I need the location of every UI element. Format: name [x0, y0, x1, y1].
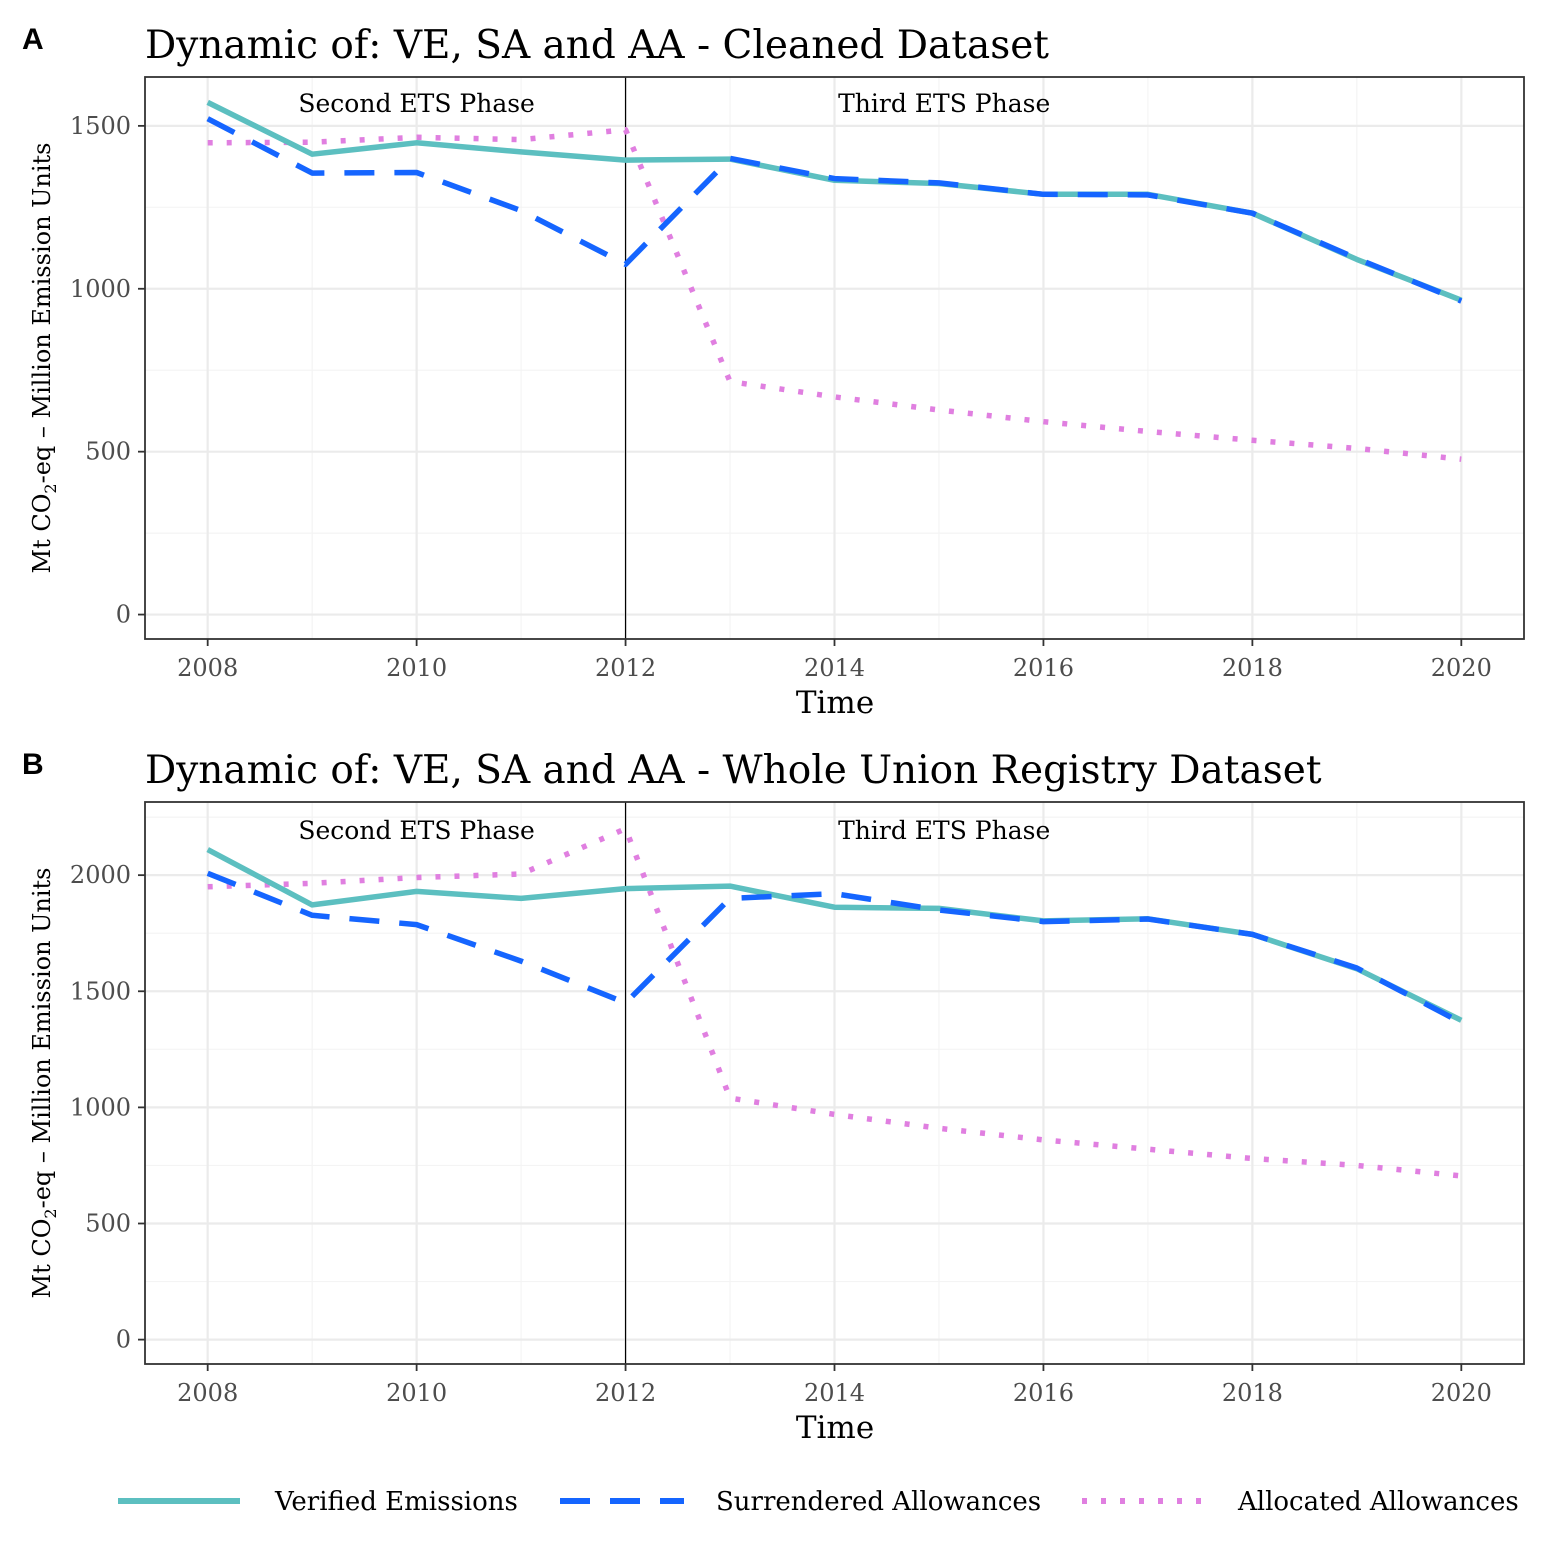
panel-b-x-tick-label: 2020 [1431, 1379, 1492, 1407]
panel-a-series-surrendered [206, 116, 1463, 304]
panel-a-phase-annotation: Second ETS Phase [298, 89, 534, 118]
panel-b-y-axis-label-subscript: 2 [41, 1208, 60, 1218]
legend-label-surrendered: Surrendered Allowances [716, 1487, 1041, 1517]
panel-b-phase-annotation: Third ETS Phase [838, 816, 1050, 845]
panel-b-plot: Second ETS Phase Third ETS Phase 0 500 1000 1… [70, 801, 1525, 1407]
panel-a-y-tick-label: 1500 [70, 112, 131, 140]
panel-b-title: Dynamic of: VE, SA and AA - Whole Union … [145, 748, 1322, 793]
panel-b-y-axis-label: Mt CO2-eq – Million Emission Units [28, 868, 60, 1299]
panel-b-x-tick-label: 2018 [1222, 1379, 1283, 1407]
panel-a-series-allocated [207, 127, 1462, 462]
panel-b-y-tick-label: 2000 [70, 861, 131, 889]
panel-a-x-axis-label: Time [796, 685, 874, 721]
legend-label-allocated: Allocated Allowances [1237, 1487, 1519, 1517]
panel-b-y-tick-label: 0 [116, 1326, 131, 1354]
panel-b-series-surrendered [206, 870, 1463, 1026]
panel-b-label: B [22, 748, 44, 781]
panel-a-y-tick-label: 0 [116, 601, 131, 629]
panel-b-x-axis-label: Time [796, 1410, 874, 1446]
panel-a-y-axis-label: Mt CO2-eq – Million Emission Units [28, 143, 60, 574]
panel-b-x-tick-label: 2008 [177, 1379, 238, 1407]
panel-a-y-axis-label-main: Mt CO [28, 494, 56, 574]
panel-a-x-tick-label: 2020 [1431, 654, 1492, 682]
panel-b-x-tick-label: 2012 [595, 1379, 656, 1407]
panel-a-y-axis-label-rest: -eq – Million Emission Units [28, 143, 56, 484]
panel-a-plot: Second ETS Phase Third ETS Phase 0 500 1000 1… [70, 76, 1525, 682]
panel-b-series-allocated [207, 825, 1462, 1179]
legend-label-verified: Verified Emissions [274, 1487, 518, 1517]
panel-b-phase-annotation: Second ETS Phase [298, 816, 534, 845]
panel-b-y-tick-label: 1500 [70, 977, 131, 1005]
panel-a-title: Dynamic of: VE, SA and AA - Cleaned Data… [145, 23, 1049, 68]
panel-b-x-tick-label: 2016 [1013, 1379, 1074, 1407]
panel-b-y-tick-label: 1000 [70, 1093, 131, 1121]
panel-a-x-tick-label: 2010 [386, 654, 447, 682]
panel-b-y-tick-label: 500 [85, 1210, 131, 1238]
panel-b-y-axis-label-main: Mt CO [28, 1219, 56, 1299]
legend: Verified Emissions Surrendered Allowances… [118, 1487, 1519, 1517]
panel-a-phase-annotation: Third ETS Phase [838, 89, 1050, 118]
panel-a-y-tick-label: 1000 [70, 275, 131, 303]
panel-b-y-axis-label-rest: -eq – Million Emission Units [28, 868, 56, 1209]
panel-b: B Dynamic of: VE, SA and AA - Whole Unio… [22, 748, 1525, 1446]
panel-a-label: A [22, 23, 44, 56]
panel-b-x-tick-label: 2014 [804, 1379, 865, 1407]
panel-a-y-tick-label: 500 [85, 438, 131, 466]
panel-a-x-tick-label: 2014 [804, 654, 865, 682]
panel-a-x-tick-label: 2018 [1222, 654, 1283, 682]
panel-a: A Dynamic of: VE, SA and AA - Cleaned Da… [22, 23, 1525, 721]
panel-a-x-tick-label: 2008 [177, 654, 238, 682]
panel-b-x-tick-label: 2010 [386, 1379, 447, 1407]
panel-a-x-tick-label: 2012 [595, 654, 656, 682]
panel-a-x-tick-label: 2016 [1013, 654, 1074, 682]
panel-a-y-axis-label-subscript: 2 [41, 483, 60, 493]
